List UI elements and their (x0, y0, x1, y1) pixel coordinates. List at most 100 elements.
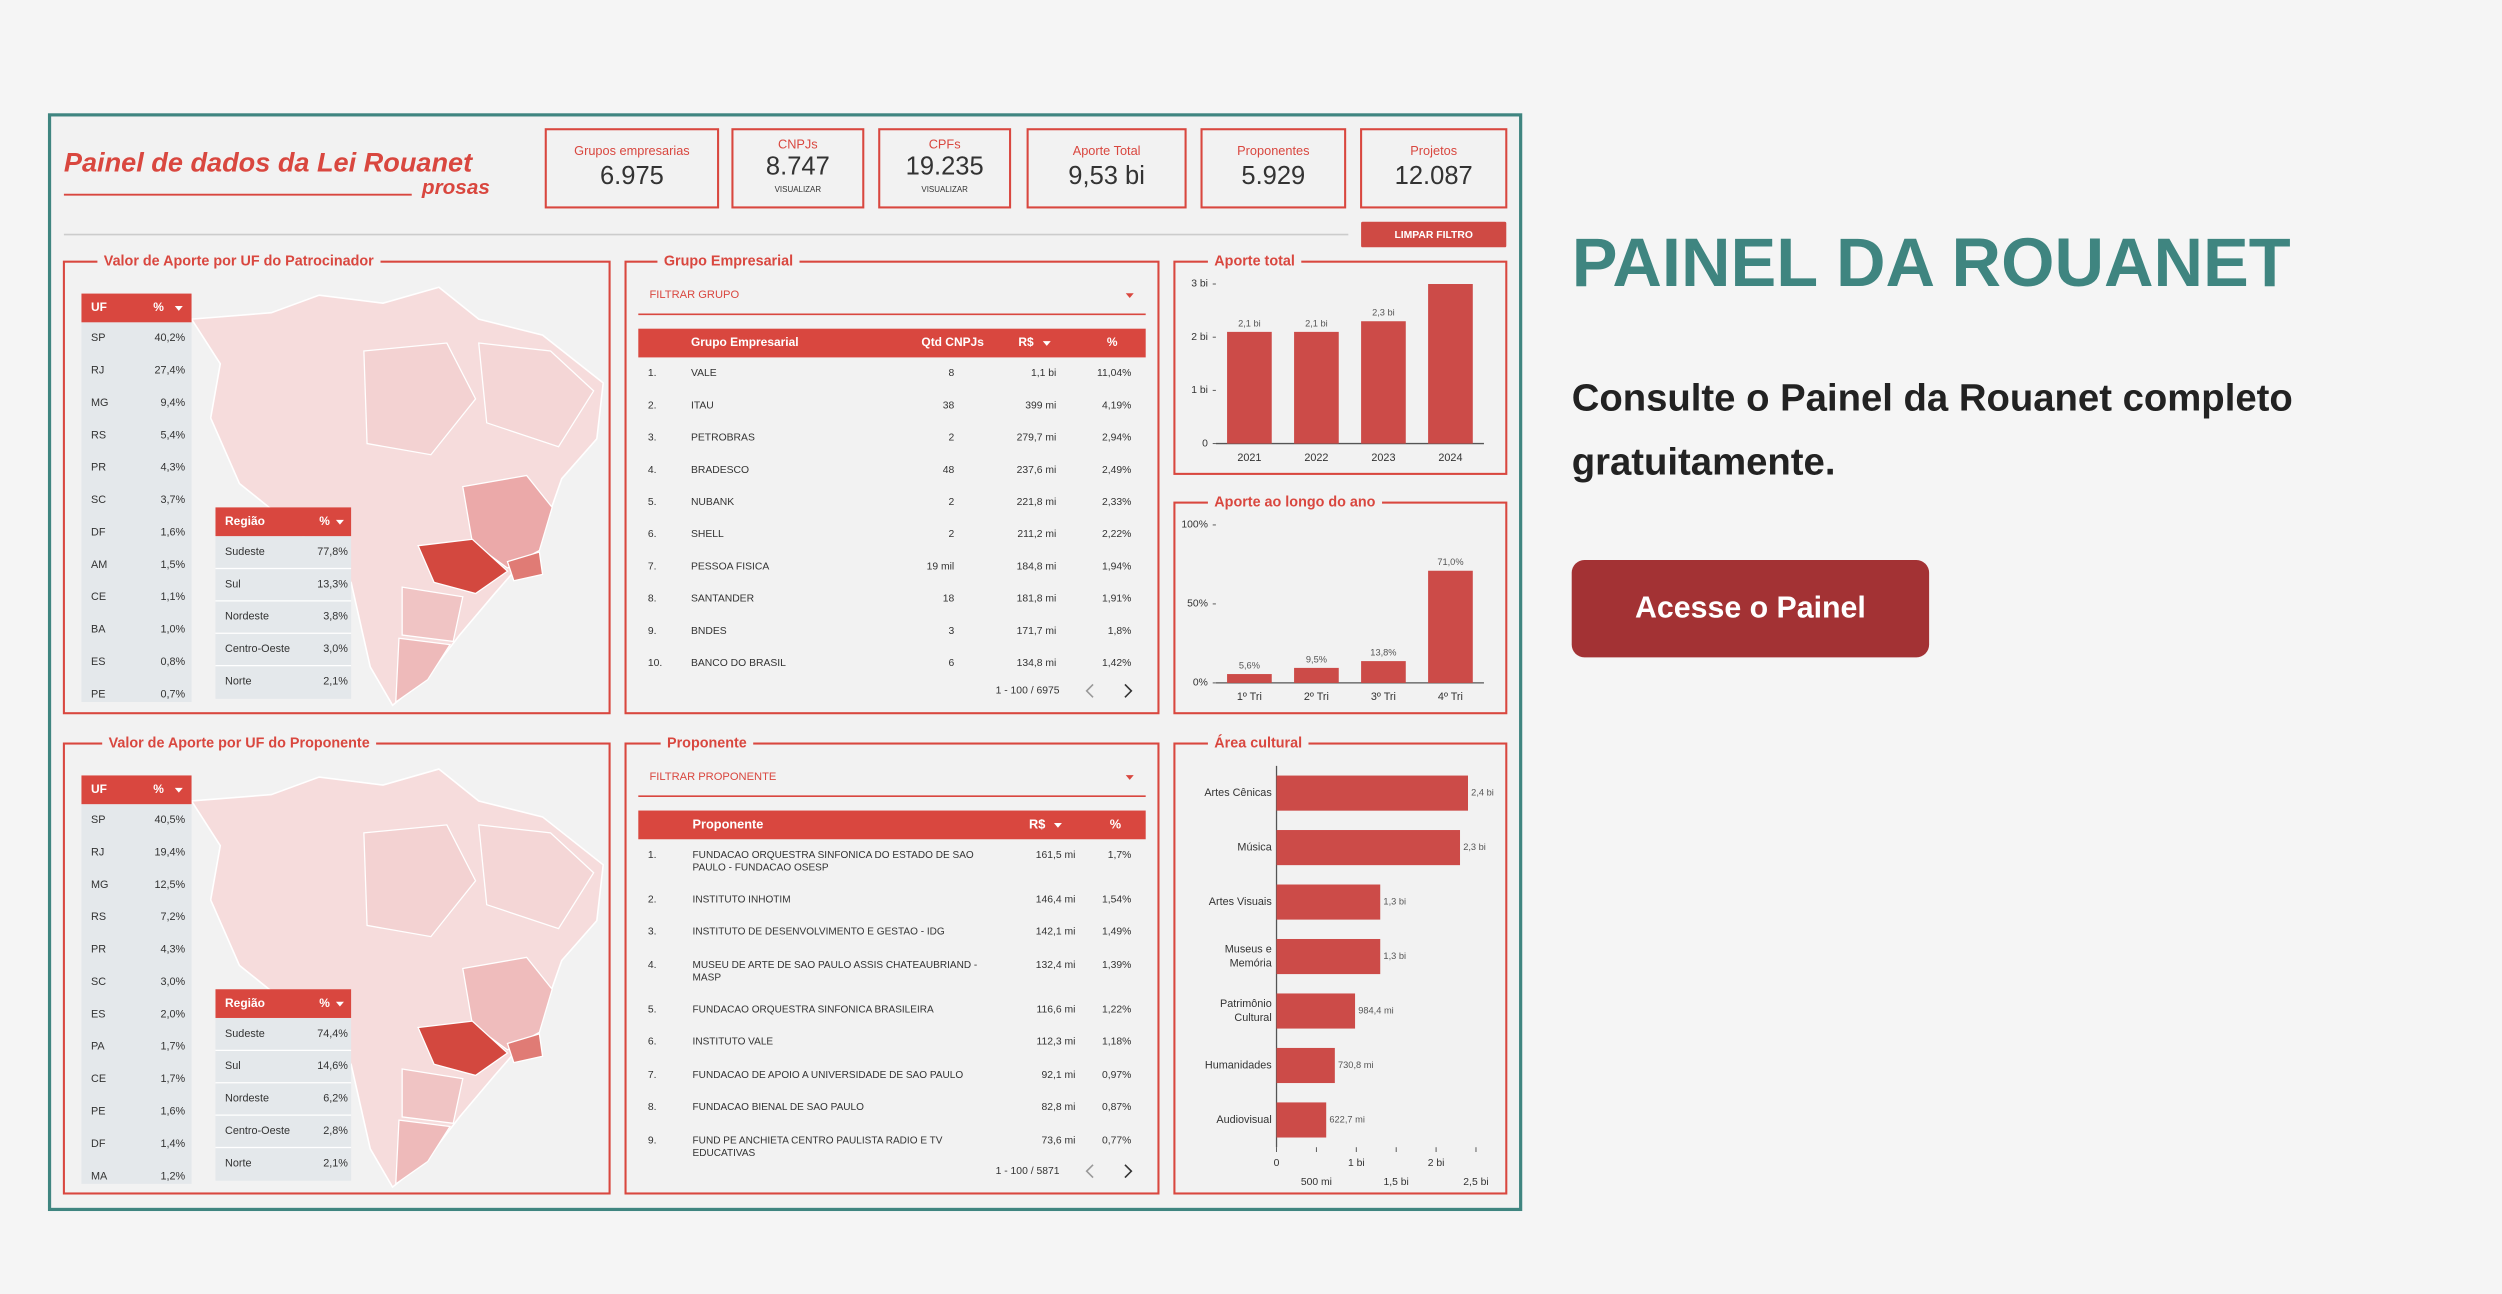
table-cell: 161,5 mi (1036, 850, 1076, 861)
clear-filter-button[interactable] (1361, 221, 1507, 248)
value-label: 5,6% (1239, 661, 1260, 671)
table-cell: Sudeste (225, 546, 265, 558)
cta-button-label[interactable]: Acesse o Painel (1635, 592, 1866, 625)
table-cell: 3,0% (160, 976, 185, 988)
next-page[interactable] (1124, 683, 1133, 698)
table-header: % (319, 514, 330, 528)
bar (1276, 884, 1381, 920)
filter-dropdown[interactable]: FILTRAR PROPONENTE (649, 771, 776, 783)
map-state (417, 1020, 509, 1077)
value-label: 1,3 bi (1383, 896, 1406, 906)
table-cell: 40,5% (154, 814, 185, 826)
table-cell: 1. (648, 368, 657, 379)
table-cell: PE (91, 688, 105, 700)
map-state (395, 1119, 452, 1186)
table-cell: 1,42% (1102, 658, 1131, 669)
kpi-link[interactable]: VISUALIZAR (921, 185, 968, 194)
table-cell: 8. (648, 594, 657, 605)
table-cell: 1,6% (160, 1105, 185, 1117)
sort-icon (174, 787, 183, 793)
table-cell: FUNDACAO ORQUESTRA SINFONICA DO ESTADO D… (693, 850, 974, 861)
bar (1428, 284, 1473, 444)
bar (1227, 331, 1272, 444)
table-cell: FUNDACAO BIENAL DE SAO PAULO (693, 1102, 865, 1113)
table-cell: RS (91, 911, 106, 923)
bar (1276, 830, 1461, 866)
x-tick-label: 4º Tri (1438, 691, 1463, 703)
table-cell: Centro-Oeste (225, 643, 290, 655)
table-header (638, 810, 1146, 840)
table-cell: 3 (948, 626, 954, 637)
previous-page[interactable] (1085, 1164, 1094, 1179)
map-state (417, 538, 509, 595)
table-cell: 19 mil (927, 561, 955, 572)
filter-dropdown[interactable]: FILTRAR GRUPO (649, 289, 739, 301)
value-label: 2,1 bi (1238, 318, 1261, 328)
table-cell: 77,8% (317, 546, 348, 558)
panel-title-background (102, 740, 377, 747)
table-header: Proponente (693, 816, 764, 831)
table-cell: 1,2% (160, 1170, 185, 1182)
pagination: 1 - 100 / 5871 (996, 1166, 1060, 1177)
table-cell: 211,2 mi (1017, 529, 1056, 540)
table-cell: SP (91, 332, 105, 344)
clear-filter-label[interactable]: LIMPAR FILTRO (1394, 230, 1472, 241)
table-cell: ES (91, 1008, 105, 1020)
dashboard-title: Painel de dados da Lei Rouanet (64, 146, 473, 177)
table-cell: 132,4 mi (1036, 960, 1076, 971)
table-cell: 221,8 mi (1017, 497, 1057, 508)
bar (1361, 321, 1406, 444)
table-cell: 1,7% (1108, 850, 1132, 861)
table-cell: 8. (648, 1102, 657, 1113)
table-cell: 3,0% (323, 643, 348, 655)
table-cell: FUNDACAO DE APOIO A UNIVERSIDADE DE SAO … (693, 1070, 964, 1081)
table-cell: 19,4% (154, 846, 185, 858)
map-state (506, 1033, 544, 1064)
table-cell: 184,8 mi (1017, 561, 1057, 572)
table-cell: 40,2% (154, 332, 185, 344)
table-cell: BA (91, 624, 106, 636)
map-state (363, 342, 477, 456)
table-cell: PESSOA FISICA (691, 561, 769, 572)
kpi-label: Proponentes (1237, 143, 1309, 158)
previous-page[interactable] (1085, 683, 1094, 698)
uf-table-rows: SP 40,2% RJ 27,4% MG 9,4% RS 5,4% PR 4,3% SC 3,7% DF… (91, 332, 186, 700)
x-tick-label: 2º Tri (1304, 691, 1329, 703)
table-cell: 6,2% (323, 1093, 348, 1105)
table-cell: SANTANDER (691, 594, 754, 605)
x-tick-label: 1º Tri (1237, 691, 1262, 703)
next-page[interactable] (1124, 1164, 1133, 1179)
pagination: 1 - 100 / 6975 (996, 686, 1060, 697)
table-cell: 14,6% (317, 1060, 348, 1072)
table-cell: INSTITUTO DE DESENVOLVIMENTO E GESTAO - … (693, 926, 945, 937)
category-label: Humanidades (1205, 1059, 1272, 1071)
table-cell: 3. (648, 927, 657, 938)
kpi-card (878, 128, 1012, 209)
table-cell: BANCO DO BRASIL (691, 658, 786, 669)
table-header (638, 328, 1146, 358)
kpi-value: 5.929 (1241, 162, 1305, 190)
table-cell: 1,1% (160, 591, 185, 603)
table-cell: Sul (225, 1060, 241, 1072)
panel-title: Grupo Empresarial (664, 253, 793, 269)
table-cell: 2,0% (160, 1008, 185, 1020)
table-cell: RJ (91, 846, 104, 858)
table-cell: 9. (648, 626, 657, 637)
table-cell: 5,4% (160, 429, 185, 441)
table-header: % (1110, 816, 1121, 831)
x-tick-label: 2 bi (1428, 1158, 1445, 1169)
kpi-link[interactable]: VISUALIZAR (775, 185, 822, 194)
table-cell: Nordeste (225, 611, 269, 623)
table-cell: 112,3 mi (1037, 1037, 1076, 1048)
cta-button[interactable] (1571, 560, 1930, 658)
table-cell: Sul (225, 578, 241, 590)
panel (624, 260, 1160, 715)
table-cell: 4. (648, 465, 657, 476)
table-cell: Centro-Oeste (225, 1125, 290, 1137)
bar (1276, 938, 1381, 975)
panel-title: Valor de Aporte por UF do Proponente (109, 735, 370, 751)
sort-icon (174, 306, 183, 311)
bar (1428, 570, 1473, 683)
panel (1173, 742, 1508, 1195)
